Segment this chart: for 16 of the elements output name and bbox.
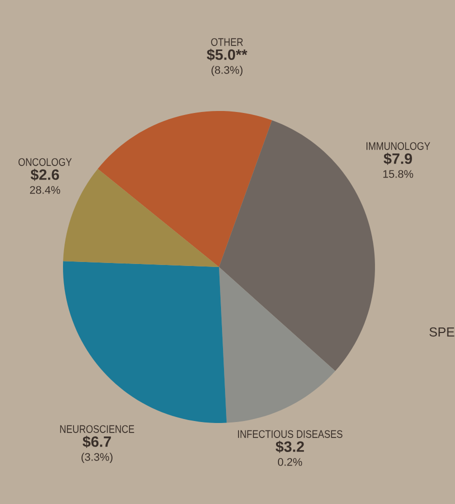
data-label: $7.9 [384, 152, 412, 165]
data-label: $5.0** [206, 48, 248, 61]
data-label: $2.6 [30, 168, 59, 181]
data-label: $3.2 [276, 440, 304, 453]
text: (3.3%) [82, 452, 112, 464]
data-label: $6.7 [82, 436, 111, 448]
slice-label: ONCOLOGY [18, 158, 72, 166]
slice-label: OTHER [211, 38, 243, 46]
text: 15.8% [383, 170, 414, 178]
text: 28.4% [30, 186, 60, 194]
slice-label: INFECTIOUS DISEASES [238, 430, 342, 438]
text: 0.2% [278, 458, 302, 466]
slice-label: IMMUNOLOGY [366, 142, 430, 150]
slice-label: NEUROSCIENCE [60, 425, 134, 433]
text: SPE [429, 327, 454, 337]
text: (8.3%) [212, 66, 242, 76]
